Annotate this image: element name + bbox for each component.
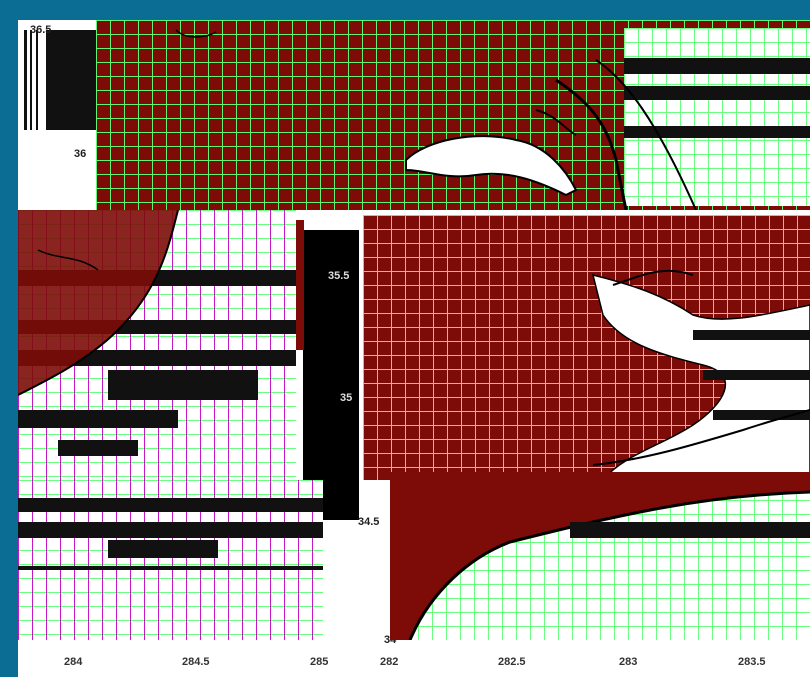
map-tile-top: [96, 20, 810, 210]
coastline-top: [175, 29, 697, 210]
lat-label-36: 36: [74, 148, 87, 160]
lat-label-35-5: 35.5: [328, 270, 350, 282]
x-tick-282: 282: [380, 656, 399, 668]
lat-label-34-5: 34.5: [358, 516, 380, 528]
map-tile-bottom-left: [18, 480, 323, 640]
x-tick-285: 285: [310, 656, 329, 668]
x-tick-283: 283: [619, 656, 638, 668]
coastline-middle-left: [18, 210, 179, 396]
lat-label-36-5: 36.5: [30, 24, 52, 36]
x-tick-284: 284: [64, 656, 83, 668]
map-tile-middle-left: [18, 210, 296, 480]
map-tile-middle-right: [363, 215, 810, 480]
map-tile-bottom-right: [390, 472, 810, 640]
map-mosaic: 36.5 36: [18, 20, 810, 677]
x-tick-284-5: 284.5: [182, 656, 210, 668]
top-left-axis-panel: 36.5 36: [18, 20, 96, 210]
coastline-middle-right: [591, 269, 810, 480]
x-tick-283-5: 283.5: [738, 656, 766, 668]
water-region-top-right: [624, 28, 810, 206]
coastline-bottom-right: [390, 472, 810, 640]
x-tick-282-5: 282.5: [498, 656, 526, 668]
lat-label-35: 35: [340, 392, 353, 404]
label-strip: [303, 230, 359, 520]
